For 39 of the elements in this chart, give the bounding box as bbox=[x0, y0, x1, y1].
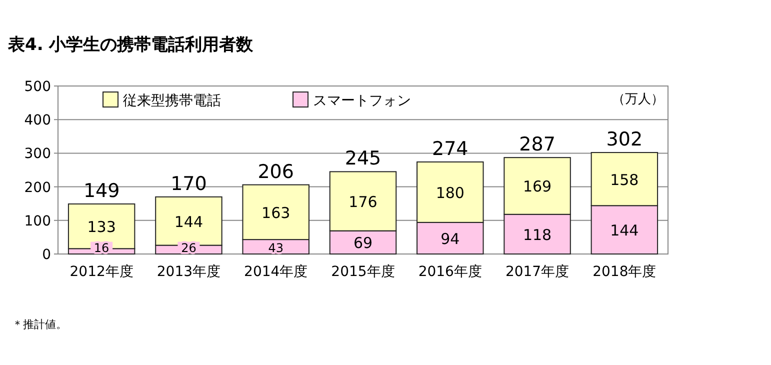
y-tick-label: 200 bbox=[24, 180, 51, 196]
total-label: 245 bbox=[344, 148, 382, 170]
data-label: 144 bbox=[174, 212, 204, 231]
x-tick-label: 2015年度 bbox=[331, 264, 395, 280]
data-label: 26 bbox=[181, 241, 196, 255]
data-label: 16 bbox=[94, 241, 110, 255]
text: ＊推計値。 bbox=[12, 318, 67, 331]
total-label: 274 bbox=[432, 138, 468, 160]
total-label: 170 bbox=[170, 172, 207, 195]
x-tick-label: 2013年度 bbox=[156, 264, 221, 280]
data-label: 158 bbox=[610, 170, 639, 189]
data-label: 176 bbox=[348, 192, 378, 211]
x-tick-label: 2018年度 bbox=[592, 264, 656, 280]
chart-title: 表4. 小学生の携帯電話利用者数 bbox=[7, 35, 254, 55]
data-label: 69 bbox=[353, 234, 373, 252]
total-label: 206 bbox=[258, 160, 294, 183]
data-label: 144 bbox=[610, 222, 639, 240]
data-label: 180 bbox=[436, 184, 464, 202]
data-label: 163 bbox=[262, 204, 290, 222]
y-axis-title: （万人） bbox=[612, 92, 664, 107]
x-tick-label: 2017年度 bbox=[505, 264, 570, 280]
total-label: 149 bbox=[83, 180, 120, 202]
data-label: 118 bbox=[522, 226, 552, 244]
y-tick-label: 0 bbox=[42, 247, 51, 263]
x-tick-label: 2012年度 bbox=[70, 264, 134, 280]
y-tick-label: 400 bbox=[24, 112, 51, 129]
y-tick-label: 100 bbox=[24, 213, 51, 230]
legend-label: スマートフォン bbox=[313, 93, 411, 109]
data-label: 43 bbox=[268, 241, 284, 255]
y-tick-label: 300 bbox=[24, 146, 51, 162]
x-tick-label: 2014年度 bbox=[244, 264, 308, 280]
data-label: 133 bbox=[87, 218, 116, 236]
legend-label: 従来型携帯電話 bbox=[123, 93, 221, 109]
x-tick-label: 2016年度 bbox=[418, 264, 482, 280]
total-label: 287 bbox=[519, 134, 556, 156]
data-label: 169 bbox=[522, 178, 552, 196]
total-label: 302 bbox=[606, 128, 643, 151]
data-label: 94 bbox=[440, 230, 460, 248]
y-tick-label: 500 bbox=[24, 79, 51, 95]
